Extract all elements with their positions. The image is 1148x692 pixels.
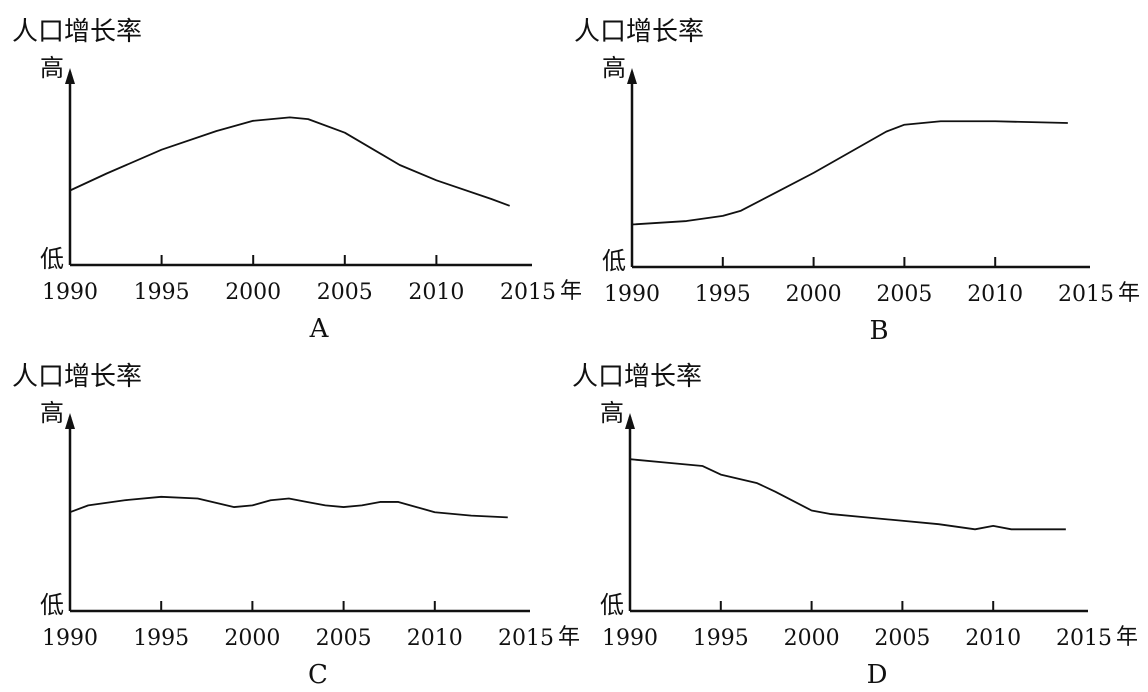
panel-a-label: A bbox=[309, 314, 330, 344]
panel-b-y-low-label: 低 bbox=[602, 247, 626, 275]
panel-c-x-tick-label-2000: 2000 bbox=[224, 626, 280, 651]
panel-b-x-tick-label-2010: 2010 bbox=[967, 282, 1023, 307]
panel-b-x-tick-label-1990: 1990 bbox=[604, 282, 660, 307]
panel-b-label: B bbox=[869, 316, 888, 346]
panel-d-y-high-label: 高 bbox=[600, 399, 624, 427]
panel-c-label: C bbox=[308, 660, 328, 690]
panel-d-x-unit-label: 年 bbox=[1116, 625, 1138, 650]
panel-c-x-tick-label-2010: 2010 bbox=[407, 626, 463, 651]
panel-b-x-tick-label-2015: 2015 bbox=[1058, 282, 1114, 307]
panel-c-x-tick-label-2005: 2005 bbox=[316, 626, 372, 651]
panel-d-x-tick-label-1995: 1995 bbox=[693, 626, 749, 651]
panel-d-x-tick-label-1990: 1990 bbox=[602, 626, 658, 651]
panel-a-x-tick-label-2015: 2015 bbox=[500, 280, 556, 305]
panel-a-x-tick-label-2000: 2000 bbox=[225, 280, 281, 305]
panel-b-series-line-0 bbox=[631, 120, 1068, 226]
panel-c-x-tick-label-1990: 1990 bbox=[42, 626, 98, 651]
panel-b-y-axis-arrow bbox=[627, 68, 637, 84]
panel-b-y-axis-title: 人口增长率 bbox=[574, 17, 704, 47]
panel-c-y-axis-title: 人口增长率 bbox=[12, 362, 142, 392]
panel-c-x-tick-label-1995: 1995 bbox=[133, 626, 189, 651]
panel-a-y-low-label: 低 bbox=[40, 245, 64, 273]
panel-b-x-tick-label-2000: 2000 bbox=[786, 282, 842, 307]
panel-c-y-axis-arrow bbox=[65, 413, 75, 429]
panel-a-y-axis-arrow bbox=[65, 68, 75, 84]
panel-c-y-low-label: 低 bbox=[40, 591, 64, 619]
panel-a-x-tick-label-2010: 2010 bbox=[408, 280, 464, 305]
panel-a-x-tick-label-1990: 1990 bbox=[42, 280, 98, 305]
panel-a-series-line-0 bbox=[69, 116, 510, 207]
panel-a-x-tick-label-1995: 1995 bbox=[134, 280, 190, 305]
panel-d-series-line-0 bbox=[629, 458, 1066, 531]
panel-d-y-axis-title: 人口增长率 bbox=[572, 362, 702, 392]
panel-d-label: D bbox=[867, 660, 888, 690]
panel-d-x-tick-label-2000: 2000 bbox=[784, 626, 840, 651]
panel-a-y-axis-title: 人口增长率 bbox=[12, 17, 142, 47]
panel-d-y-low-label: 低 bbox=[600, 591, 624, 619]
panel-d-y-axis-arrow bbox=[625, 413, 635, 429]
panel-d-x-tick-label-2005: 2005 bbox=[874, 626, 930, 651]
panel-b-y-high-label: 高 bbox=[602, 54, 626, 82]
panel-b-x-tick-label-1995: 1995 bbox=[695, 282, 751, 307]
panel-a-x-tick-label-2005: 2005 bbox=[317, 280, 373, 305]
panel-c-y-high-label: 高 bbox=[40, 399, 64, 427]
panel-b-x-unit-label: 年 bbox=[1118, 281, 1140, 306]
panel-d-x-tick-label-2015: 2015 bbox=[1056, 626, 1112, 651]
panel-b-x-tick-label-2005: 2005 bbox=[876, 282, 932, 307]
panel-c-x-tick-label-2015: 2015 bbox=[498, 626, 554, 651]
panel-c-series-line-0 bbox=[69, 495, 508, 519]
panel-a-y-high-label: 高 bbox=[40, 54, 64, 82]
panel-d-x-tick-label-2010: 2010 bbox=[965, 626, 1021, 651]
panel-c-x-unit-label: 年 bbox=[558, 625, 580, 650]
panel-a-x-unit-label: 年 bbox=[560, 279, 582, 304]
